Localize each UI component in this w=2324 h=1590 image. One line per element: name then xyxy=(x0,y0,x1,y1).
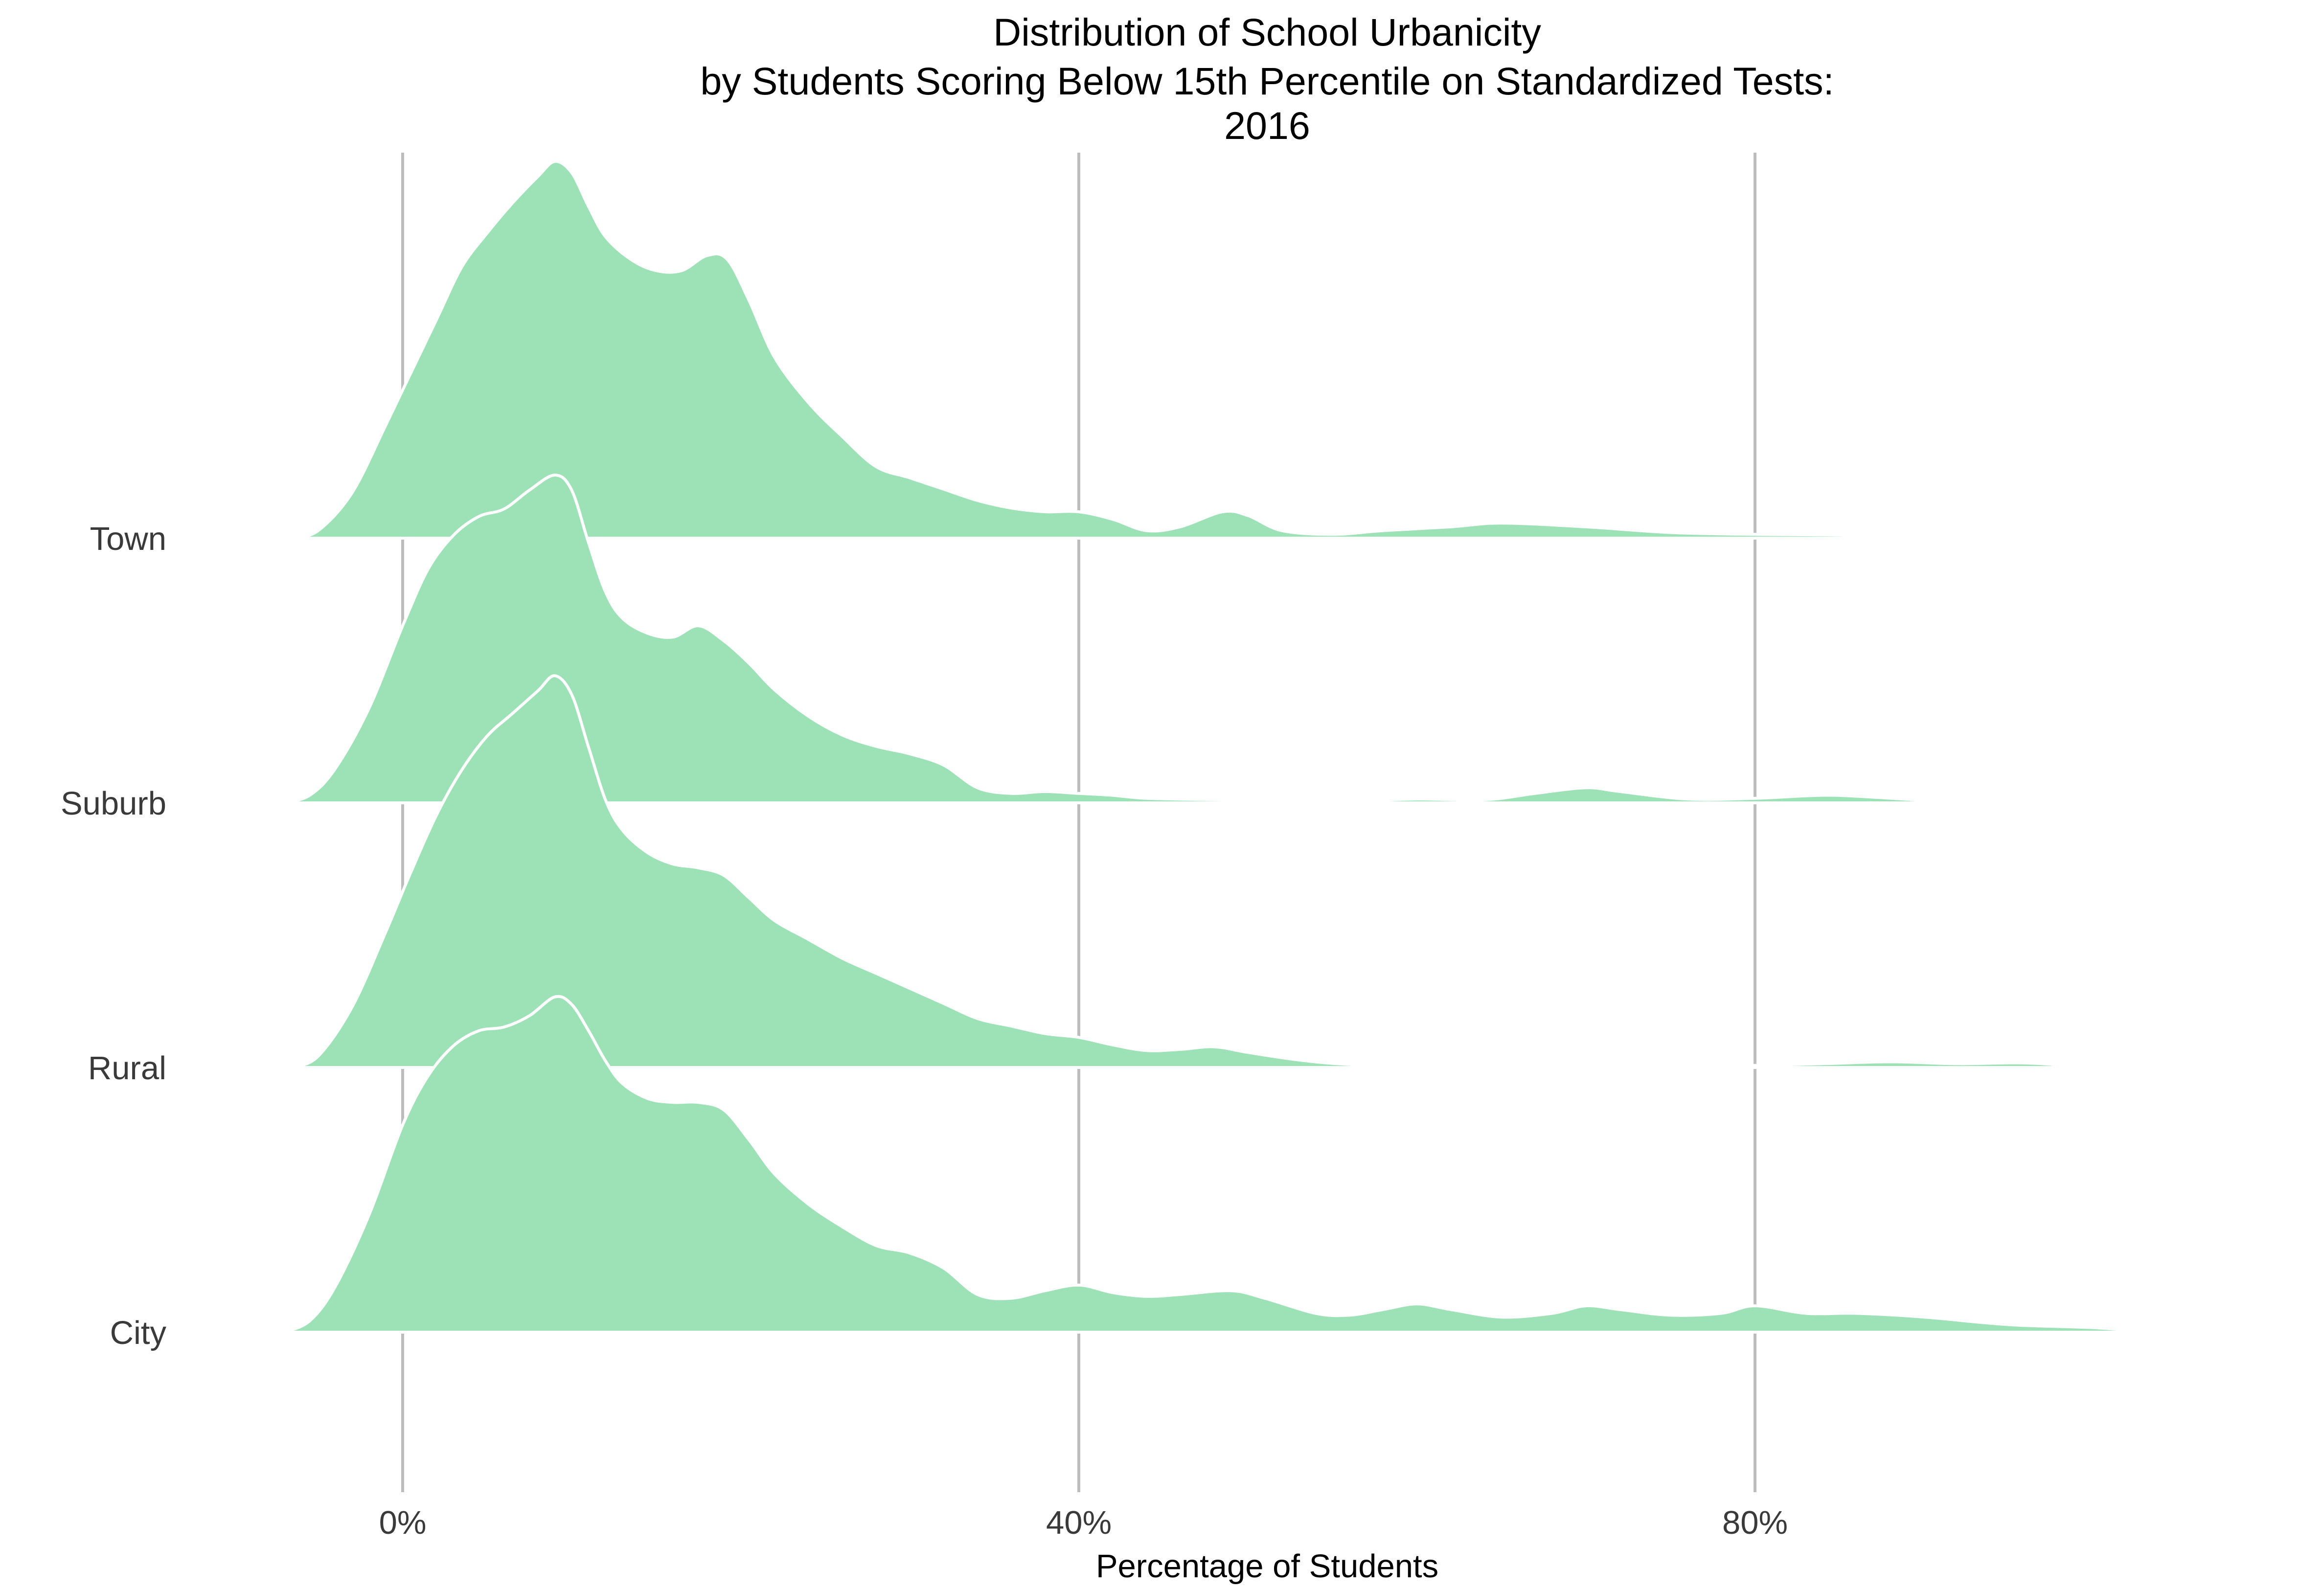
chart-title: Distribution of School Urbanicity by Stu… xyxy=(700,10,1834,147)
ridge-town xyxy=(291,159,1892,540)
category-label-rural: Rural xyxy=(88,1050,166,1087)
category-label-town: Town xyxy=(90,521,166,557)
chart-title-line-3: 2016 xyxy=(1224,104,1310,147)
x-tick-label: 80% xyxy=(1722,1504,1788,1541)
x-tick-label: 0% xyxy=(379,1504,427,1541)
ridge-city xyxy=(283,995,2154,1334)
category-label-city: City xyxy=(110,1315,167,1351)
category-label-suburb: Suburb xyxy=(61,785,166,822)
x-axis-title: Percentage of Students xyxy=(1096,1548,1438,1585)
x-tick-labels: 0% 40% 80% xyxy=(379,1504,1788,1541)
density-ridges xyxy=(283,159,2154,1334)
x-tick-label: 40% xyxy=(1046,1504,1112,1541)
ridge-suburb xyxy=(283,474,1959,804)
ridge-rural xyxy=(291,674,2095,1069)
y-category-labels: Town Suburb Rural City xyxy=(61,521,167,1351)
chart-title-line-2: by Students Scoring Below 15th Percentil… xyxy=(700,59,1834,103)
chart-title-line-1: Distribution of School Urbanicity xyxy=(993,10,1541,54)
